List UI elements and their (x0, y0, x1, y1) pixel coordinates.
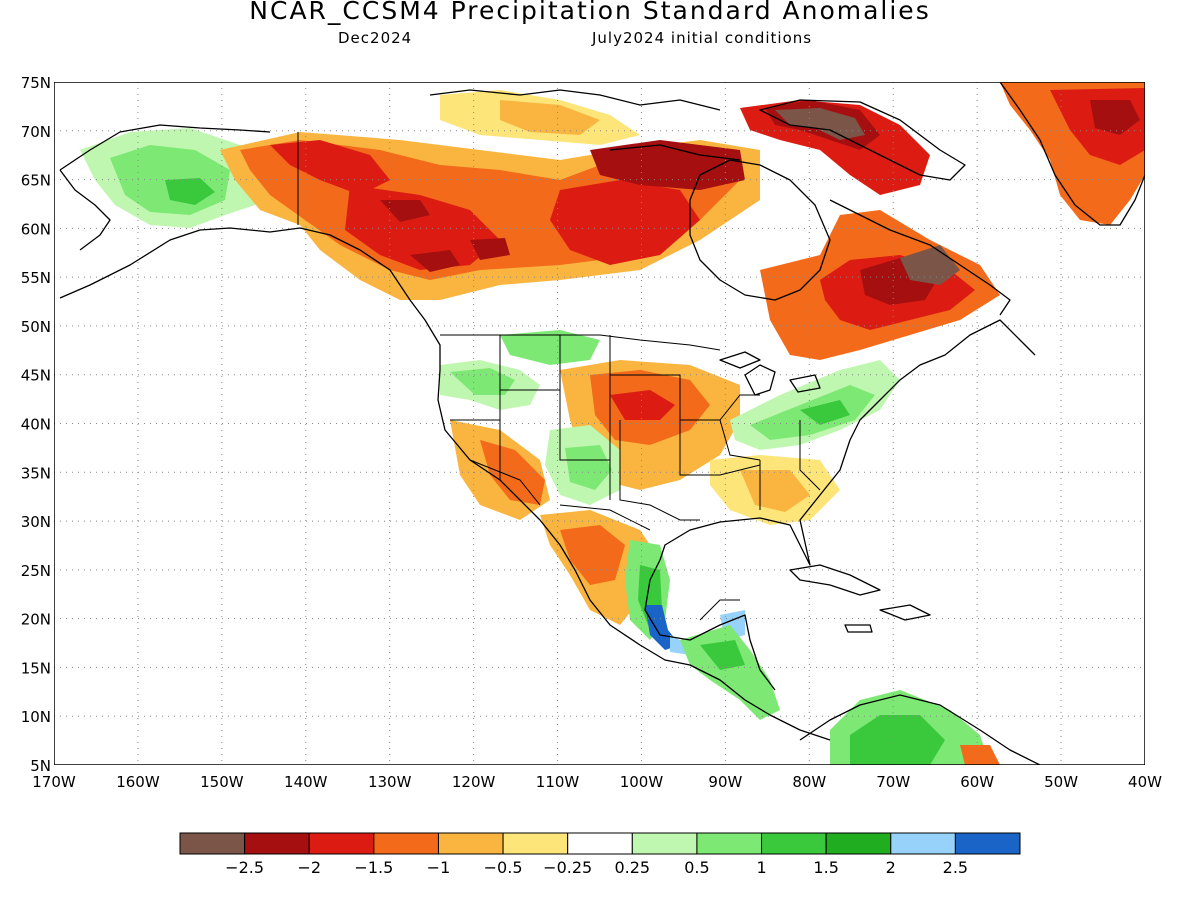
colorbar-tick-label: −1.5 (354, 858, 393, 877)
lat-tick-label: 25N (21, 562, 51, 580)
lat-tick-label: 10N (21, 708, 51, 726)
colorbar-swatch (437, 832, 504, 855)
anomaly-region (345, 185, 500, 270)
lon-tick-label: 100W (620, 773, 664, 791)
lon-tick-label: 150W (200, 773, 244, 791)
colorbar-tick-label: 0.5 (684, 858, 709, 877)
anomaly-region (270, 140, 390, 195)
lat-tick-label: 20N (21, 611, 51, 629)
colorbar-swatch (825, 832, 892, 855)
lon-tick-label: 110W (536, 773, 580, 791)
colorbar-tick-label: −2 (297, 858, 321, 877)
lat-tick-label: 35N (21, 464, 51, 482)
anomaly-shading (80, 82, 1145, 765)
lon-tick-label: 40W (1128, 773, 1162, 791)
lat-tick-label: 75N (21, 74, 51, 92)
anomaly-region (560, 525, 625, 585)
colorbar-swatch (179, 832, 246, 855)
lat-tick-label: 55N (21, 269, 51, 287)
anomaly-region (700, 640, 745, 670)
lon-tick-label: 140W (284, 773, 328, 791)
lat-tick-label: 70N (21, 123, 51, 141)
colorbar-tick-label: −1 (427, 858, 451, 877)
colorbar-swatch (502, 832, 569, 855)
anomaly-region (1090, 100, 1140, 135)
colorbar-swatch (954, 832, 1021, 855)
lon-tick-label: 90W (708, 773, 742, 791)
anomaly-region (165, 178, 215, 205)
colorbar-swatch (696, 832, 763, 855)
colorbar (179, 832, 1021, 855)
latitude-labels: 75N 70N 65N 60N 55N 50N 45N 40N 35N 30N 25N 20N 15N 1… (21, 74, 51, 775)
lat-tick-label: 50N (21, 318, 51, 336)
colorbar-swatch (890, 832, 956, 855)
coastlines (59, 82, 1145, 765)
map-title: NCAR_CCSM4 Precipitation Standard Anomal… (249, 0, 931, 25)
anomaly-region (850, 715, 945, 765)
anomaly-region (590, 140, 745, 190)
colorbar-tick-label: 2 (886, 858, 896, 877)
anomaly-region (960, 745, 1000, 765)
anomaly-region (480, 440, 545, 505)
colorbar-tick-label: −0.25 (543, 858, 592, 877)
colorbar-tick-label: 2.5 (943, 858, 968, 877)
anomaly-region (610, 390, 675, 420)
anomaly-region (740, 470, 810, 512)
colorbar-tick-label: 0.25 (614, 858, 650, 877)
anomaly-region (500, 330, 600, 365)
lon-tick-label: 70W (876, 773, 910, 791)
anomaly-region (500, 100, 600, 135)
colorbar-swatch (308, 832, 375, 855)
anomaly-region (380, 200, 430, 222)
colorbar-swatch (631, 832, 698, 855)
anomaly-region (550, 180, 700, 265)
lon-tick-label: 170W (32, 773, 76, 791)
colorbar-swatch (567, 832, 633, 855)
colorbar-tick-label: 1.5 (813, 858, 838, 877)
lat-tick-label: 5N (30, 757, 51, 775)
lat-tick-label: 40N (21, 416, 51, 434)
anomaly-region (800, 400, 850, 425)
colorbar-swatch (761, 832, 827, 855)
lat-tick-label: 30N (21, 513, 51, 531)
lat-tick-label: 60N (21, 220, 51, 238)
anomaly-region (470, 238, 510, 260)
colorbar-tick-label: −2.5 (225, 858, 264, 877)
lon-tick-label: 60W (960, 773, 994, 791)
anomaly-region (410, 250, 460, 272)
colorbar-tick-label: −0.5 (484, 858, 523, 877)
colorbar-swatch (373, 832, 439, 855)
target-month-label: Dec2024 (338, 29, 413, 47)
lon-tick-label: 50W (1044, 773, 1078, 791)
lon-tick-label: 120W (452, 773, 496, 791)
map-panel (54, 82, 1145, 765)
anomaly-region (775, 108, 865, 140)
colorbar-tick-label: 1 (756, 858, 766, 877)
longitude-labels: 170W 160W 150W 140W 130W 120W 110W 100W 90W 80W 70… (32, 773, 1162, 791)
anomaly-region (565, 445, 612, 490)
colorbar-swatch (244, 832, 310, 855)
initial-conditions-label: July2024 initial conditions (592, 29, 813, 47)
colorbar-tick-labels: −2.5 −2 −1.5 −1 −0.5 −0.25 0.25 0.5 1 1.5 2 2.5 (225, 858, 968, 877)
lat-tick-label: 15N (21, 659, 51, 677)
lon-tick-label: 160W (116, 773, 160, 791)
lat-tick-label: 45N (21, 367, 51, 385)
political-borders (297, 132, 821, 621)
lon-tick-label: 130W (368, 773, 412, 791)
lat-tick-label: 65N (21, 172, 51, 190)
lon-tick-label: 80W (792, 773, 826, 791)
